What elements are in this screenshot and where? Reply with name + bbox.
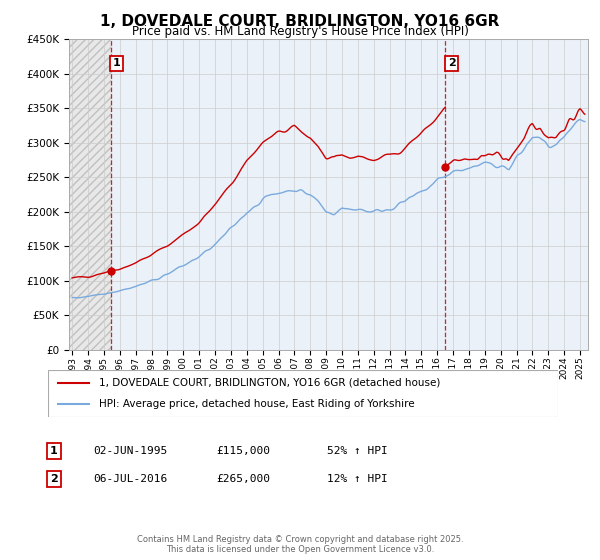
Text: Contains HM Land Registry data © Crown copyright and database right 2025.
This d: Contains HM Land Registry data © Crown c… bbox=[137, 535, 463, 554]
Text: HPI: Average price, detached house, East Riding of Yorkshire: HPI: Average price, detached house, East… bbox=[99, 399, 415, 409]
Text: 1, DOVEDALE COURT, BRIDLINGTON, YO16 6GR: 1, DOVEDALE COURT, BRIDLINGTON, YO16 6GR bbox=[100, 14, 500, 29]
Text: 1, DOVEDALE COURT, BRIDLINGTON, YO16 6GR (detached house): 1, DOVEDALE COURT, BRIDLINGTON, YO16 6GR… bbox=[99, 378, 440, 388]
Text: £265,000: £265,000 bbox=[216, 474, 270, 484]
Text: 2: 2 bbox=[50, 474, 58, 484]
Text: 02-JUN-1995: 02-JUN-1995 bbox=[93, 446, 167, 456]
Text: 52% ↑ HPI: 52% ↑ HPI bbox=[327, 446, 388, 456]
Text: Price paid vs. HM Land Registry's House Price Index (HPI): Price paid vs. HM Land Registry's House … bbox=[131, 25, 469, 38]
Text: 1: 1 bbox=[50, 446, 58, 456]
Bar bbox=[64, 39, 110, 350]
Text: 06-JUL-2016: 06-JUL-2016 bbox=[93, 474, 167, 484]
Text: 2: 2 bbox=[448, 58, 455, 68]
Bar bbox=[64, 39, 110, 350]
Text: 1: 1 bbox=[113, 58, 121, 68]
FancyBboxPatch shape bbox=[48, 370, 558, 417]
Text: 12% ↑ HPI: 12% ↑ HPI bbox=[327, 474, 388, 484]
Text: £115,000: £115,000 bbox=[216, 446, 270, 456]
Bar bbox=[110, 39, 600, 350]
